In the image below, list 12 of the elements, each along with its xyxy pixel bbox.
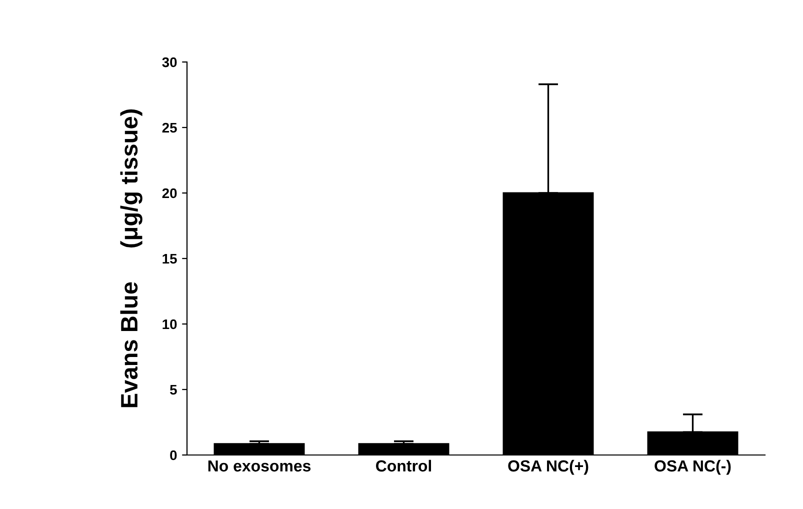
y-tick-label: 5 <box>170 384 177 395</box>
y-tick-label: 20 <box>162 188 177 198</box>
x-tick-label: OSA NC(+) <box>508 460 588 475</box>
y-tick-label: 15 <box>162 254 177 264</box>
x-tick-label: Control <box>376 460 432 472</box>
x-tick-label: OSA NC(-) <box>654 460 731 475</box>
x-tick-label: No exosomes <box>208 460 311 472</box>
y-tick-label: 10 <box>162 319 177 330</box>
y-tick-label: 25 <box>162 122 177 133</box>
y-axis-title: Evans Blue (μg/g tissue) <box>120 109 142 408</box>
y-tick-label: 30 <box>162 57 177 68</box>
y-tick-label: 0 <box>170 450 177 460</box>
